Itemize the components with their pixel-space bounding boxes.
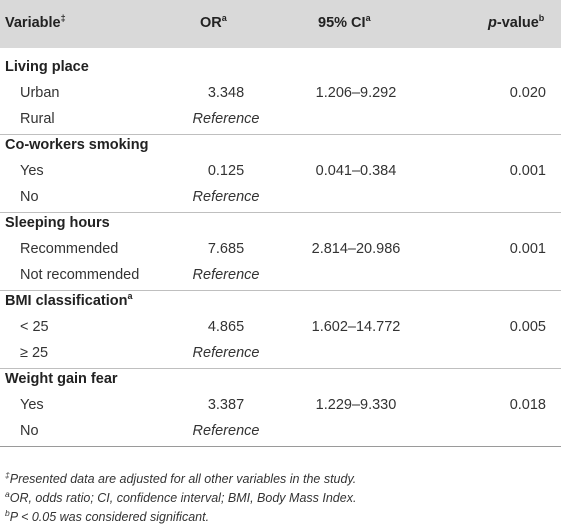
row-divider	[0, 446, 561, 447]
odds-ratio-cell: Reference	[192, 267, 260, 283]
p-value-cell: 0.001	[509, 241, 546, 257]
p-value-cell: 0.001	[509, 163, 546, 179]
table-row: Yes 0.125 0.041–0.384 0.001	[0, 159, 561, 185]
table-header: Variable‡ ORa 95% CIa p-valueb	[0, 0, 561, 48]
group-title: Weight gain fear	[5, 371, 118, 387]
group-title: Sleeping hours	[5, 215, 110, 231]
table-row: Rural Reference	[0, 107, 561, 133]
row-label: No	[20, 189, 39, 205]
odds-ratio-cell: Reference	[192, 111, 260, 127]
table-row: Not recommended Reference	[0, 263, 561, 289]
row-label: ≥ 25	[20, 345, 49, 361]
odds-ratio-cell: Reference	[192, 345, 260, 361]
footnote-significance: bP < 0.05 was considered significant.	[5, 508, 210, 524]
row-label: Yes	[20, 397, 44, 413]
p-value-cell: 0.018	[509, 397, 546, 413]
ci-cell: 1.206–9.292	[315, 85, 397, 101]
group-title: Co-workers smoking	[5, 137, 149, 153]
group-title: BMI classificationa	[5, 291, 133, 310]
odds-ratio-cell: Reference	[192, 423, 260, 439]
row-label: No	[20, 423, 39, 439]
group-row: BMI classificationa	[0, 289, 561, 315]
group-title: Living place	[5, 59, 89, 75]
ci-cell: 0.041–0.384	[315, 163, 397, 179]
row-divider	[0, 368, 561, 369]
odds-ratio-cell: 3.348	[207, 85, 245, 101]
table-row: Recommended 7.685 2.814–20.986 0.001	[0, 237, 561, 263]
row-divider	[0, 290, 561, 291]
p-value-cell: 0.005	[509, 319, 546, 335]
ci-cell: 2.814–20.986	[311, 241, 401, 257]
footnote-adjusted: ‡Presented data are adjusted for all oth…	[5, 470, 357, 486]
row-label: < 25	[20, 319, 49, 335]
row-label: Yes	[20, 163, 44, 179]
p-value-cell: 0.020	[509, 85, 546, 101]
row-label: Recommended	[20, 241, 119, 257]
odds-ratio-cell: Reference	[192, 189, 260, 205]
table-row: Urban 3.348 1.206–9.292 0.020	[0, 81, 561, 107]
footnotes: ‡Presented data are adjusted for all oth…	[5, 470, 555, 527]
ci-cell: 1.602–14.772	[311, 319, 401, 335]
ci-cell: 1.229–9.330	[315, 397, 397, 413]
table-row: Yes 3.387 1.229–9.330 0.018	[0, 393, 561, 419]
table-row: No Reference	[0, 419, 561, 445]
header-p-value: p-valueb	[488, 13, 545, 32]
odds-ratio-cell: 7.685	[207, 241, 245, 257]
odds-ratio-cell: 0.125	[207, 163, 245, 179]
group-row: Co-workers smoking	[0, 133, 561, 159]
row-label: Urban	[20, 85, 60, 101]
row-divider	[0, 212, 561, 213]
header-variable: Variable‡	[5, 13, 66, 32]
table-row: ≥ 25 Reference	[0, 341, 561, 367]
row-label: Rural	[20, 111, 55, 127]
odds-ratio-cell: 4.865	[207, 319, 245, 335]
table-row: No Reference	[0, 185, 561, 211]
row-label: Not recommended	[20, 267, 140, 283]
row-divider	[0, 134, 561, 135]
group-row: Weight gain fear	[0, 367, 561, 393]
header-or: ORa	[200, 13, 227, 32]
group-row: Living place	[0, 55, 561, 81]
group-row: Sleeping hours	[0, 211, 561, 237]
header-ci: 95% CIa	[318, 13, 371, 32]
table-row: < 25 4.865 1.602–14.772 0.005	[0, 315, 561, 341]
odds-ratio-cell: 3.387	[207, 397, 245, 413]
footnote-abbreviations: aOR, odds ratio; CI, confidence interval…	[5, 489, 357, 505]
